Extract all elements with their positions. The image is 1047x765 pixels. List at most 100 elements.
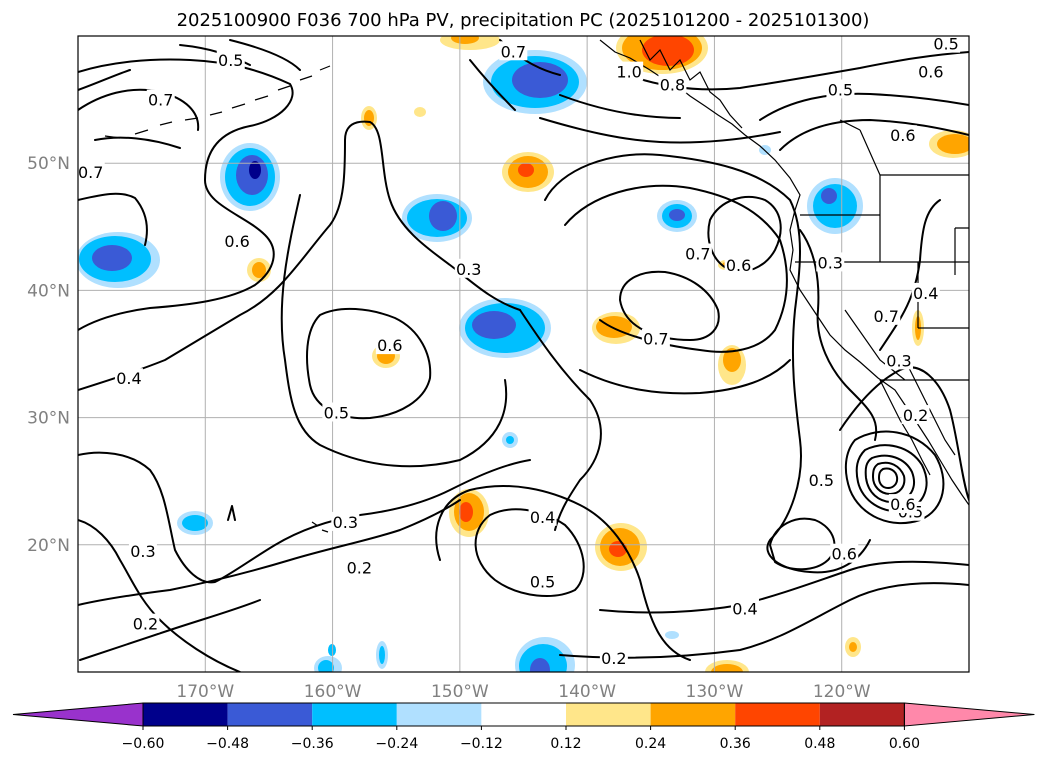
contour-label-text: 0.5 — [809, 471, 834, 490]
contour-label-text: 0.6 — [918, 63, 943, 82]
gridlines — [78, 36, 969, 672]
pv-contour — [564, 184, 788, 353]
colorbar-bin — [227, 703, 313, 726]
anomaly-blob-positive — [440, 36, 500, 50]
anomaly-blob-negative — [328, 644, 336, 656]
anomaly-blob-negative — [402, 194, 472, 242]
contour-label-text: 0.6 — [377, 336, 402, 355]
colorbar-tick-label: 0.60 — [889, 736, 920, 752]
pv-contour — [78, 499, 461, 606]
contour-label-text: 0.4 — [913, 284, 938, 303]
x-tick-labels: 170°W 160°W 150°W 140°W 130°W 120°W — [176, 682, 870, 702]
contour-label-text: 0.4 — [530, 508, 555, 527]
contour-label: 0.6 — [888, 125, 917, 145]
contour-label-bg — [683, 243, 712, 263]
colorbar-tick-label: −0.36 — [291, 736, 334, 752]
contour-label-text: 0.3 — [130, 542, 155, 561]
x-tick-label: 160°W — [304, 682, 362, 702]
y-tick-label: 30°N — [27, 409, 70, 429]
anomaly-blob-positive — [247, 258, 271, 282]
pv-contour — [78, 192, 148, 246]
coastline-gulf — [904, 359, 956, 456]
contour-label: 0.4 — [528, 506, 557, 527]
contour-label: 0.6 — [223, 230, 252, 251]
contour-label-bg — [872, 305, 901, 325]
contour-label-bg — [528, 571, 557, 591]
y-tick-label: 20°N — [27, 536, 70, 556]
anomaly-blob-negative — [376, 641, 388, 669]
contour-label-text: 0.2 — [903, 406, 928, 425]
contour-label-bg — [216, 50, 245, 70]
contour-label-bg — [223, 230, 252, 250]
contour-label-text: 0.6 — [890, 495, 915, 514]
contour-label-text: 0.4 — [116, 369, 141, 388]
anomaly-blob-negative — [807, 178, 863, 234]
contour-label-text: 0.6 — [726, 256, 751, 275]
contour-label: 0.6 — [375, 335, 404, 355]
colorbar-tick-label: 0.12 — [550, 736, 581, 752]
coastline-baja — [879, 379, 931, 476]
contour-label: 0.5 — [807, 469, 836, 490]
contour-label-text: 0.7 — [874, 307, 899, 326]
contour-label-text: 0.2 — [133, 615, 158, 634]
contour-label: 0.3 — [454, 258, 483, 279]
anomaly-blob-positive — [592, 312, 640, 344]
contour-label-text: 0.3 — [886, 351, 911, 370]
contour-label: 0.5 — [322, 402, 351, 423]
x-tick-label: 120°W — [813, 682, 871, 702]
contour-label-text: 0.8 — [660, 75, 685, 94]
contour-label-bg — [916, 61, 945, 81]
contour-label-bg — [932, 36, 961, 53]
pv-contour — [229, 39, 301, 71]
contour-label: 0.3 — [128, 541, 157, 561]
contour-label-bg — [375, 335, 404, 355]
contour-label: 0.4 — [114, 368, 143, 388]
contour-label: 0.8 — [658, 74, 687, 94]
contour-label-bg — [826, 79, 855, 99]
pv-contour-lines — [78, 39, 969, 672]
contour-label-text: 0.2 — [601, 649, 626, 668]
contour-label: 0.6 — [830, 543, 859, 564]
anomaly-blob-positive — [705, 660, 749, 672]
colorbar-extend-max — [903, 702, 1035, 727]
anomaly-blob-negative — [459, 298, 551, 358]
colorbar-tick-label: −0.24 — [375, 736, 418, 752]
contour-label-bg — [146, 89, 175, 109]
contour-label: 0.7 — [499, 41, 528, 61]
x-tick-label: 130°W — [686, 682, 744, 702]
contour-label-bg — [816, 252, 845, 272]
pv-contour — [78, 69, 131, 91]
anomaly-blob-negative — [483, 50, 587, 114]
y-tick-labels: 50°N 40°N 30°N 20°N — [27, 154, 70, 556]
contour-label: 0.2 — [345, 557, 374, 578]
contour-label: 0.5 — [932, 36, 961, 54]
pv-contour — [579, 359, 791, 395]
anomaly-blob-negative — [515, 637, 575, 672]
contour-label-text: 0.3 — [456, 260, 481, 279]
colorbar-tick-label: −0.12 — [460, 736, 503, 752]
coastline-fjords — [639, 39, 743, 129]
contour-label: 0.5 — [216, 50, 245, 70]
colorbar-tick-label: 0.36 — [720, 736, 751, 752]
contour-label: 0.5 — [826, 79, 855, 99]
province-borders — [839, 119, 881, 176]
colorbar-bin — [819, 703, 905, 726]
colorbar-bin — [735, 703, 820, 726]
contour-label-bg — [131, 613, 160, 633]
contour-label-bg — [807, 469, 836, 489]
anomaly-blob-positive — [502, 152, 554, 192]
contour-label: 0.5 — [528, 571, 557, 592]
pv-contour — [435, 484, 691, 661]
anomaly-blob-positive — [929, 130, 969, 158]
contour-label-text: 0.7 — [643, 330, 668, 349]
pv-contour — [280, 194, 508, 468]
x-tick-label: 150°W — [431, 682, 489, 702]
contour-labels: 0.5 0.7 0.7 0.6 0.3 0.6 0.5 0.4 0.3 0.3 0.2 0.2 0.4 0… — [78, 36, 961, 668]
contour-label: 0.7 — [683, 243, 712, 264]
contour-label-bg — [128, 541, 157, 561]
contour-label: 0.4 — [911, 282, 940, 303]
map-frame — [77, 35, 970, 673]
pv-contour — [559, 582, 969, 659]
pv-contour — [306, 307, 432, 420]
contour-label-bg — [830, 543, 859, 563]
